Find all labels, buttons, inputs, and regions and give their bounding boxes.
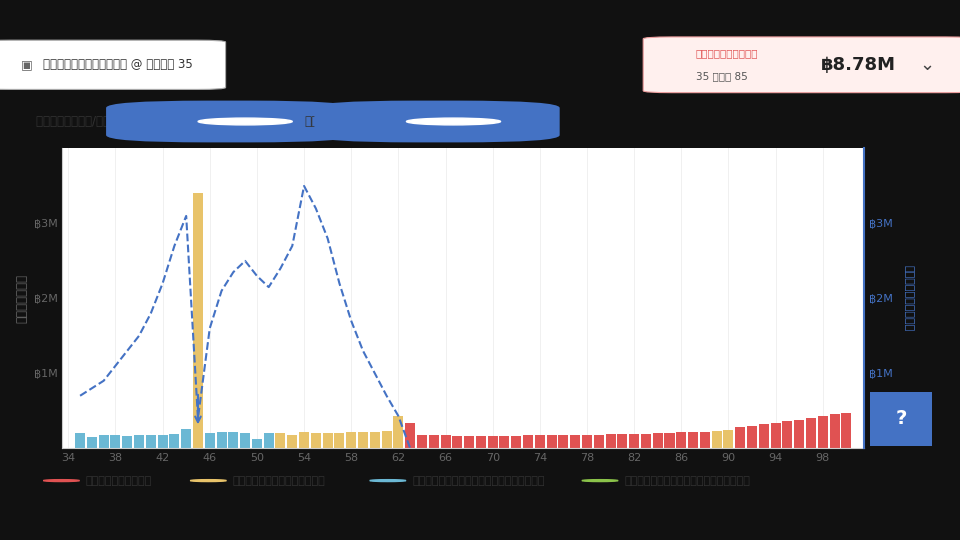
- Bar: [464, 436, 474, 448]
- Bar: [169, 434, 180, 448]
- Bar: [523, 435, 533, 448]
- Bar: [228, 433, 238, 448]
- Bar: [75, 433, 85, 448]
- Bar: [204, 433, 215, 448]
- Bar: [794, 420, 804, 448]
- Bar: [99, 435, 108, 448]
- Bar: [806, 418, 816, 448]
- Text: รายรับพาสีฟที่ใช้ไป: รายรับพาสีฟที่ใช้ไป: [624, 476, 751, 485]
- Bar: [535, 435, 545, 448]
- Bar: [629, 434, 639, 448]
- Bar: [818, 416, 828, 448]
- Bar: [146, 435, 156, 448]
- Bar: [347, 433, 356, 448]
- Bar: [676, 433, 686, 448]
- Bar: [252, 439, 262, 448]
- Bar: [110, 435, 120, 448]
- Bar: [688, 432, 698, 448]
- Circle shape: [198, 118, 292, 125]
- Bar: [240, 433, 251, 448]
- Text: ▣: ▣: [21, 58, 33, 71]
- Text: เงินสดที่ใช้ไป: เงินสดที่ใช้ไป: [233, 476, 325, 485]
- Text: รายรับแอคทีฟที่ใช้ไป: รายรับแอคทีฟที่ใช้ไป: [413, 476, 545, 485]
- Bar: [700, 431, 709, 448]
- Bar: [758, 424, 769, 448]
- Circle shape: [582, 480, 618, 482]
- Bar: [287, 435, 298, 448]
- Bar: [452, 436, 463, 448]
- Bar: [664, 433, 675, 448]
- Bar: [546, 435, 557, 448]
- Bar: [841, 413, 852, 448]
- Bar: [771, 423, 780, 448]
- Bar: [559, 435, 568, 448]
- Bar: [724, 430, 733, 448]
- Bar: [735, 427, 745, 448]
- Bar: [747, 426, 757, 448]
- Bar: [582, 435, 592, 448]
- FancyBboxPatch shape: [0, 40, 226, 90]
- Text: การออมเงินสด: การออมเงินสด: [304, 115, 388, 128]
- Bar: [829, 415, 840, 448]
- Circle shape: [190, 480, 227, 482]
- Bar: [122, 436, 132, 448]
- Bar: [711, 431, 722, 448]
- Bar: [300, 433, 309, 448]
- Bar: [323, 433, 333, 448]
- Bar: [441, 435, 450, 448]
- Bar: [570, 435, 580, 448]
- Bar: [181, 429, 191, 448]
- Bar: [417, 435, 427, 448]
- Text: 35 ถึง 85: 35 ถึง 85: [696, 71, 748, 82]
- Text: ไม่เพียงพอ: ไม่เพียงพอ: [696, 48, 758, 58]
- Bar: [370, 431, 380, 448]
- Bar: [358, 433, 368, 448]
- Bar: [488, 436, 497, 448]
- Circle shape: [370, 480, 406, 482]
- Bar: [264, 433, 274, 448]
- FancyBboxPatch shape: [643, 37, 960, 93]
- Bar: [311, 433, 321, 448]
- FancyBboxPatch shape: [314, 100, 560, 143]
- Bar: [193, 193, 203, 448]
- Bar: [653, 433, 662, 448]
- Y-axis label: การสะสมทุน: การสะสมทุน: [903, 265, 914, 332]
- Bar: [276, 433, 285, 448]
- Bar: [86, 437, 97, 448]
- Bar: [641, 434, 651, 448]
- Circle shape: [406, 118, 500, 125]
- Bar: [593, 435, 604, 448]
- Bar: [782, 421, 792, 448]
- Bar: [512, 436, 521, 448]
- Y-axis label: รายจ่าย: รายจ่าย: [15, 274, 28, 323]
- Bar: [157, 435, 168, 448]
- Bar: [606, 434, 615, 448]
- Bar: [381, 431, 392, 448]
- Bar: [217, 433, 227, 448]
- Bar: [134, 435, 144, 448]
- Text: ดูรายละเอียด @ อายุ 35: ดูรายละเอียด @ อายุ 35: [43, 58, 193, 71]
- Text: ไม่เพียงพอ: ไม่เพียงพอ: [86, 476, 153, 485]
- FancyBboxPatch shape: [867, 389, 935, 448]
- FancyBboxPatch shape: [107, 100, 351, 143]
- Bar: [499, 436, 510, 448]
- Bar: [429, 435, 439, 448]
- Bar: [476, 436, 486, 448]
- Text: ⌄: ⌄: [919, 56, 934, 74]
- Bar: [334, 433, 345, 448]
- Circle shape: [43, 480, 80, 482]
- Bar: [394, 416, 403, 448]
- Text: ?: ?: [896, 409, 906, 428]
- Text: ฿8.78M: ฿8.78M: [821, 56, 896, 74]
- Bar: [617, 434, 627, 448]
- Bar: [405, 423, 415, 448]
- Text: เป้าหมาย/สถานการณ์ ไอคอน: เป้าหมาย/สถานการณ์ ไอคอน: [36, 115, 197, 128]
